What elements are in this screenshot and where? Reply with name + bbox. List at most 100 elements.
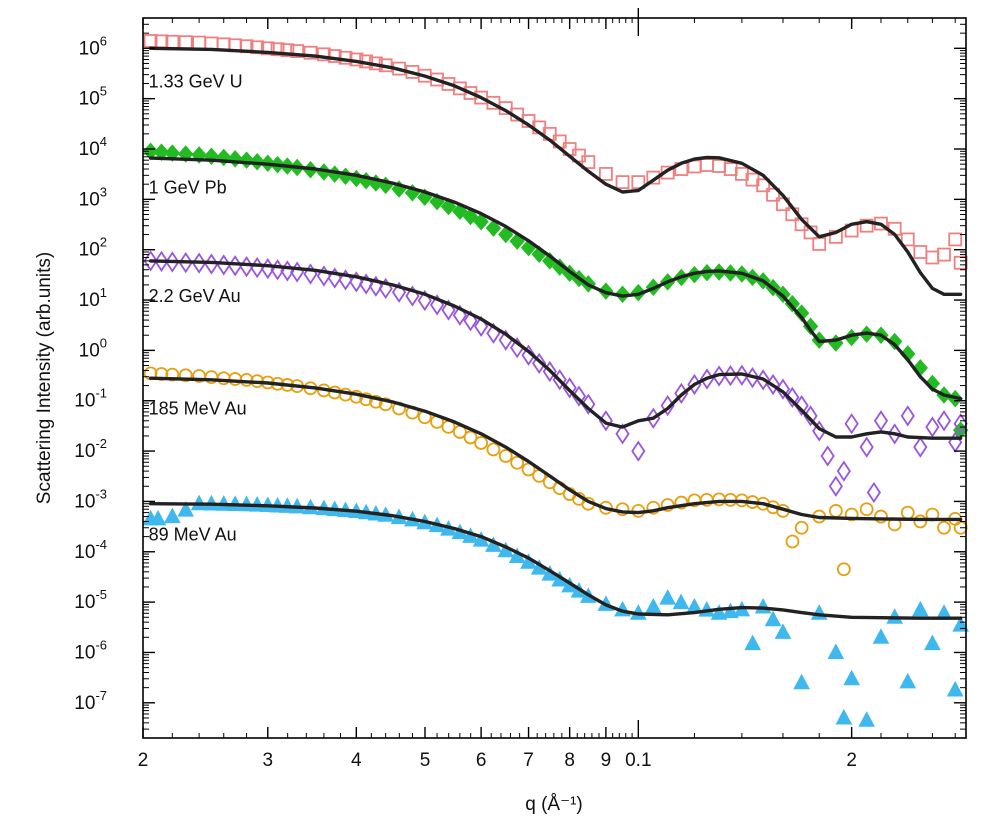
data-point <box>756 178 771 193</box>
y-tick-label: 105 <box>79 84 107 110</box>
data-point <box>859 218 874 233</box>
y-tick-label: 106 <box>79 33 107 59</box>
data-point <box>486 442 501 457</box>
data-point <box>485 219 502 237</box>
data-point <box>874 509 888 524</box>
data-point <box>646 500 661 515</box>
data-point <box>946 680 964 697</box>
data-point <box>149 509 167 526</box>
data-point <box>722 602 739 619</box>
data-point <box>913 436 928 458</box>
data-point <box>887 423 902 445</box>
x-tick-label: 8 <box>564 750 575 771</box>
data-point <box>598 167 613 181</box>
data-point <box>178 145 194 163</box>
data-point <box>510 455 525 470</box>
fit-line <box>148 46 963 296</box>
data-point <box>249 152 265 171</box>
series-0 <box>143 34 968 270</box>
data-point <box>316 47 331 62</box>
data-point <box>835 708 853 725</box>
axes-layer: 2 3 4 5 6 7 8 9 0.1 2 106 105 104 103 102 101 100 10-1 10-… <box>74 8 966 771</box>
data-point <box>924 634 941 651</box>
data-point <box>378 397 393 412</box>
data-point <box>672 593 690 610</box>
data-point <box>463 86 478 100</box>
data-point <box>948 232 963 247</box>
data-point <box>794 520 809 535</box>
series-label: 1 GeV Pb <box>149 178 227 198</box>
data-point <box>165 367 180 382</box>
data-point <box>872 628 890 644</box>
data-point <box>238 151 255 169</box>
data-point <box>280 43 295 58</box>
data-point <box>498 449 513 463</box>
data-point <box>474 436 489 450</box>
data-point <box>858 711 875 727</box>
data-point <box>615 175 630 190</box>
data-point <box>844 413 859 435</box>
data-point <box>177 501 195 517</box>
x-axis-title: q (Å⁻¹) <box>525 794 583 815</box>
data-point <box>192 252 207 274</box>
y-axis-title: Scattering Intensity (arb.units) <box>34 252 55 504</box>
x-tick-label: 4 <box>351 750 362 771</box>
data-point <box>886 332 903 351</box>
y-tick-label: 102 <box>79 235 107 261</box>
data-point <box>836 562 851 577</box>
data-point <box>936 410 952 432</box>
labels-layer: 1.33 GeV U 1 GeV Pb 2.2 GeV Au 185 MeV Au 89… <box>149 71 247 544</box>
data-point <box>473 212 489 231</box>
series-label: 185 MeV Au <box>149 399 247 419</box>
data-point <box>615 423 630 445</box>
data-point <box>303 45 318 60</box>
data-point <box>744 634 762 651</box>
data-point <box>659 589 676 605</box>
data-point <box>899 672 917 689</box>
data-point <box>827 643 845 659</box>
data-point <box>498 225 514 244</box>
data-point <box>764 610 782 627</box>
x-tick-label: 9 <box>601 750 612 771</box>
data-point <box>843 669 860 686</box>
x-tick-label: 0.1 <box>625 750 651 771</box>
data-point <box>581 393 596 415</box>
y-tick-label: 10-1 <box>74 386 107 412</box>
data-point <box>463 310 478 332</box>
series-label: 1.33 GeV U <box>149 71 243 91</box>
data-point <box>154 250 169 273</box>
data-point <box>925 416 940 438</box>
data-point <box>153 143 170 161</box>
data-point <box>900 405 915 427</box>
y-tick-label: 10-2 <box>74 436 107 462</box>
data-point <box>913 514 928 529</box>
y-tick-label: 103 <box>79 184 107 210</box>
data-point <box>794 394 809 417</box>
data-point <box>866 481 881 504</box>
data-point <box>631 175 646 190</box>
fit-line <box>148 376 963 522</box>
data-point <box>368 394 383 409</box>
series-label: 2.2 GeV Au <box>149 286 241 306</box>
data-point <box>803 405 818 427</box>
data-point <box>260 41 275 56</box>
data-point <box>766 187 780 202</box>
x-tick-label: 2 <box>846 750 857 771</box>
data-point <box>165 251 180 273</box>
data-point <box>521 462 536 477</box>
y-tick-label: 10-6 <box>74 637 107 663</box>
data-point <box>532 352 547 375</box>
x-tick-label: 5 <box>420 750 431 771</box>
y-tick-label: 104 <box>79 134 107 160</box>
data-point <box>812 420 827 442</box>
data-point <box>521 344 536 366</box>
data-point <box>937 520 951 535</box>
x-tick-label: 6 <box>476 750 487 771</box>
data-point <box>900 232 915 247</box>
data-point <box>828 475 843 497</box>
x-tick-label: 3 <box>262 750 273 771</box>
data-point <box>290 44 305 59</box>
data-point <box>270 42 285 57</box>
x-tick-label: 2 <box>138 750 149 771</box>
